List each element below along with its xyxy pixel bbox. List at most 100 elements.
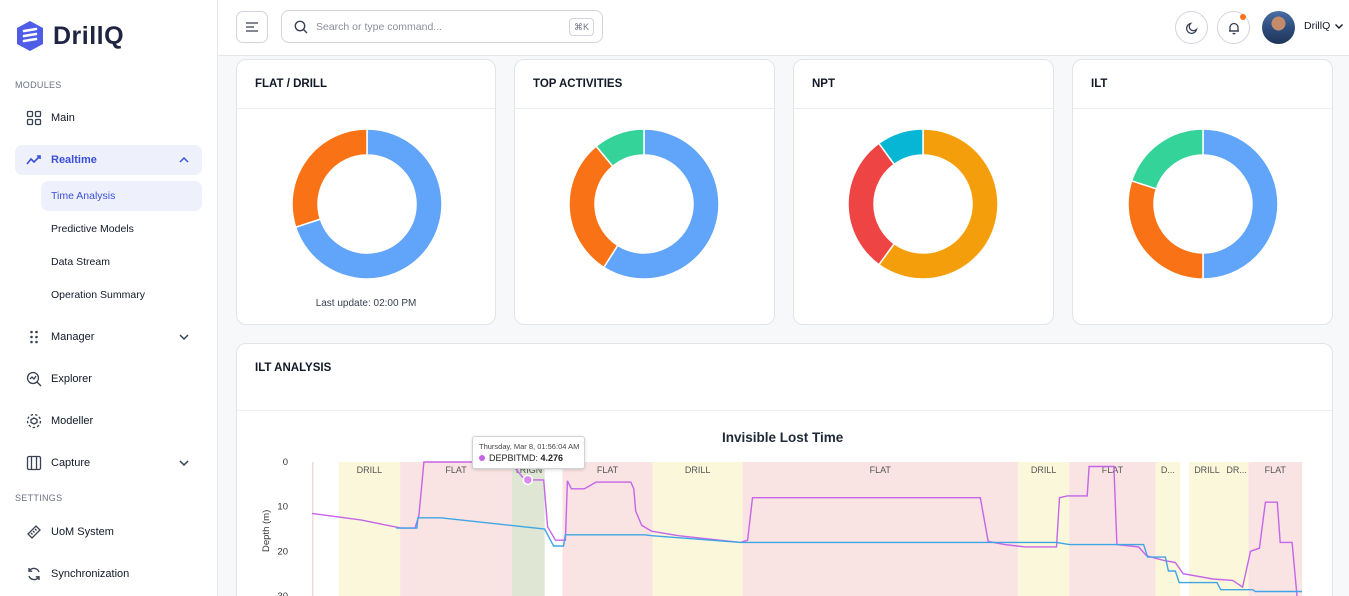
activity-band [338,462,401,596]
chevron-up-icon [179,156,189,163]
band-label: DRILL [1031,465,1057,475]
moon-icon [1185,21,1198,34]
search-icon [294,20,308,33]
sidebar-subitem-time-analysis[interactable]: Time Analysis [41,181,202,211]
theme-toggle-button[interactable] [1175,11,1208,44]
series-line-2[interactable] [396,517,1302,593]
activity-band [1017,462,1070,596]
sidebar: DrillQ MODULES Main Realtime Time Analys… [0,0,218,596]
sidebar-item-label: UoM System [51,526,114,538]
donut-slice-2[interactable] [291,128,368,229]
ilt-card: ILT [1072,59,1333,325]
divider [1073,108,1332,109]
y-axis-label: Depth (m) [261,510,272,552]
band-label: FLAT [1102,465,1124,475]
band-label: DR... [1226,465,1247,475]
y-tick-label: 30 [277,591,288,596]
card-title: FLAT / DRILL [255,78,327,90]
user-menu[interactable]: DrillQ [1304,20,1344,32]
grid-icon [25,109,43,127]
activity-band [742,462,1018,596]
card-title: NPT [812,78,835,90]
drillq-logo-icon [17,21,43,51]
search-chart-icon [25,370,43,388]
y-tick-label: 20 [277,546,288,557]
sidebar-item-synchronization[interactable]: Synchronization [15,559,202,589]
sidebar-item-main[interactable]: Main [15,103,202,133]
app-name: DrillQ [53,21,125,50]
sidebar-item-uom-system[interactable]: UoM System [15,517,202,547]
y-tick-label: 10 [277,502,288,513]
chart-tooltip: Thursday, Mar 8, 01:56:04 AM DEPBITMD: 4… [472,436,585,469]
npt-donut-chart [847,128,999,280]
ilt-line-chart: DRILL FLAT TRIGN FLAT DRILL FLAT DRILL FLAT D...… [261,457,1302,596]
y-tick-label: 0 [283,457,288,468]
activity-band [1189,462,1225,596]
shortcut-badge: ⌘K [568,18,594,36]
trend-line-icon [25,151,43,169]
activity-band [1248,462,1302,596]
chart-title: Invisible Lost Time [722,430,844,445]
band-label: FLAT [445,465,467,475]
sidebar-item-manager[interactable]: Manager [15,322,202,352]
sidebar-subitem-operation-summary[interactable]: Operation Summary [51,289,145,301]
donut-slice-3[interactable] [595,128,645,168]
activity-band [652,462,743,596]
divider [237,410,1332,411]
donut-slice-3[interactable] [1130,128,1204,190]
donut-slice-1[interactable] [877,128,999,280]
activity-band [1224,462,1249,596]
donut-slice-3[interactable] [877,128,924,166]
donut-slice-1[interactable] [1202,128,1279,280]
cube-dashed-icon [25,412,43,430]
sync-icon [25,565,43,583]
donut-slice-2[interactable] [847,142,896,266]
band-label: FLAT [870,465,892,475]
hover-point[interactable] [522,474,534,486]
band-edge [312,462,314,596]
sidebar-subitem-data-stream[interactable]: Data Stream [51,256,110,268]
sidebar-item-label: Capture [51,457,91,469]
flat-drill-donut-chart [291,128,443,280]
top-activities-card: TOP ACTIVITIES [514,59,775,325]
user-name: DrillQ [1304,20,1331,32]
activity-band [562,462,653,596]
ilt-donut-chart [1127,128,1279,280]
sidebar-item-modeller[interactable]: Modeller [15,406,202,436]
menu-icon [246,22,258,32]
series-line-1[interactable] [311,461,1298,596]
activity-band [1069,462,1156,596]
band-label: FLAT [597,465,619,475]
card-title: ILT [1091,78,1108,90]
sidebar-item-realtime[interactable]: Realtime [15,145,202,175]
sidebar-item-capture[interactable]: Capture [15,448,202,478]
columns-icon [25,454,43,472]
app-logo[interactable]: DrillQ [15,20,124,52]
donut-slice-1[interactable] [602,128,720,280]
tooltip-series: DEPBITMD: 4.276 [489,453,564,463]
sidebar-subitem-predictive-models[interactable]: Predictive Models [51,223,134,235]
top-activities-donut-chart [568,128,720,280]
notifications-button[interactable] [1217,11,1250,44]
band-label: DRILL [1194,465,1220,475]
band-label: DRILL [357,465,383,475]
search-input[interactable] [316,20,556,33]
topbar: ⌘K DrillQ [218,0,1349,56]
divider [515,108,774,109]
sidebar-item-explorer[interactable]: Explorer [15,364,202,394]
band-label: DRILL [685,465,711,475]
modules-section-label: MODULES [15,80,62,90]
chevron-down-icon [1335,24,1344,29]
avatar[interactable] [1262,11,1295,44]
chevron-down-icon [179,334,189,341]
donut-slice-2[interactable] [1127,179,1204,280]
tooltip-time: Thursday, Mar 8, 01:56:04 AM [479,442,580,451]
band-label: FLAT [1265,465,1287,475]
card-title: ILT ANALYSIS [255,362,332,374]
notification-dot [1240,14,1246,20]
donut-slice-1[interactable] [294,128,443,280]
search-bar[interactable]: ⌘K [281,10,603,43]
sidebar-toggle-button[interactable] [236,11,268,43]
divider [237,108,495,109]
flat-drill-card: FLAT / DRILL Last update: 02:00 PM [236,59,496,325]
